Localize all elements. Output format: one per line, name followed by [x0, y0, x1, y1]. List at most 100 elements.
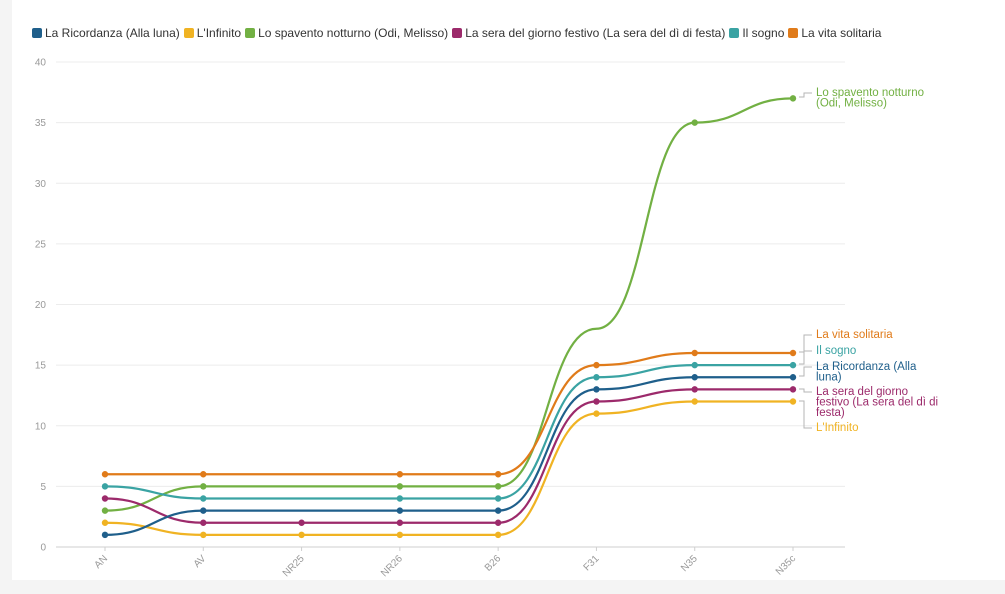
data-point[interactable] — [101, 519, 109, 526]
y-tick-label: 25 — [35, 239, 47, 250]
data-point[interactable] — [593, 361, 600, 369]
series-end-label: festivo (La sera del dì di — [816, 397, 938, 409]
series-line — [104, 376, 793, 536]
legend-swatch — [788, 28, 799, 38]
data-point[interactable] — [789, 95, 797, 102]
data-point[interactable] — [396, 531, 404, 539]
legend-item[interactable]: L'Infinito — [183, 26, 242, 40]
series-end-label: La vita solitaria — [816, 329, 893, 341]
data-point[interactable] — [593, 386, 600, 393]
legend-label: L'Infinito — [196, 26, 242, 40]
data-point[interactable] — [298, 519, 305, 526]
series-end-label: Lo spavento notturno — [816, 87, 924, 99]
data-point[interactable] — [298, 531, 305, 539]
legend-item[interactable]: La sera del giorno festivo (La sera del … — [452, 26, 725, 40]
data-point[interactable] — [691, 398, 698, 405]
label-connector — [799, 388, 812, 393]
series-end-label: La Ricordanza (Alla — [816, 361, 917, 373]
data-point[interactable] — [200, 483, 207, 490]
series-end-label: Il sogno — [816, 345, 856, 357]
legend-label: Lo spavento notturno (Odi, Melisso) — [258, 26, 449, 40]
data-point[interactable] — [789, 361, 797, 369]
y-tick-label: 10 — [35, 421, 47, 432]
data-point[interactable] — [396, 483, 404, 490]
legend-swatch — [183, 28, 194, 38]
data-point[interactable] — [789, 386, 797, 393]
data-point[interactable] — [200, 471, 207, 478]
data-point[interactable] — [396, 507, 404, 514]
data-point[interactable] — [101, 495, 109, 502]
data-point[interactable] — [200, 519, 207, 526]
data-point[interactable] — [691, 349, 698, 357]
series-line — [104, 364, 793, 500]
series-end-label: festa) — [816, 407, 845, 419]
data-point[interactable] — [200, 531, 207, 539]
legend-label: Il sogno — [742, 26, 785, 40]
data-point[interactable] — [396, 495, 404, 502]
data-point[interactable] — [789, 349, 797, 357]
legend-swatch — [452, 28, 463, 38]
data-point[interactable] — [494, 531, 502, 539]
x-tick-label: AV — [192, 553, 209, 570]
label-connector — [799, 350, 812, 365]
legend-item[interactable]: La vita solitaria — [788, 26, 881, 40]
legend-label: La sera del giorno festivo (La sera del … — [465, 26, 726, 40]
data-point[interactable] — [200, 495, 207, 502]
data-point[interactable] — [593, 374, 600, 381]
data-point[interactable] — [691, 119, 698, 126]
data-point[interactable] — [396, 519, 404, 526]
y-tick-label: 20 — [35, 300, 47, 311]
series-line — [105, 351, 793, 476]
y-tick-label: 15 — [35, 361, 47, 372]
legend-swatch — [245, 28, 256, 38]
legend-item[interactable]: Lo spavento notturno (Odi, Melisso) — [245, 26, 448, 40]
legend-label: La vita solitaria — [801, 26, 882, 40]
x-tick-label: NR25 — [281, 553, 307, 579]
data-point[interactable] — [101, 507, 109, 514]
data-point[interactable] — [789, 374, 797, 381]
x-tick-label: N35 — [679, 553, 700, 574]
data-point[interactable] — [691, 374, 698, 381]
y-tick-label: 0 — [40, 543, 46, 554]
x-tick-label: F31 — [582, 553, 602, 573]
x-tick-label: B26 — [483, 553, 504, 574]
data-point[interactable] — [494, 471, 502, 478]
series-end-label: L'Infinito — [816, 422, 858, 434]
data-point[interactable] — [396, 471, 404, 478]
legend: La Ricordanza (Alla luna) L'Infinito Lo sp… — [32, 26, 992, 40]
data-point[interactable] — [101, 471, 109, 478]
data-point[interactable] — [494, 495, 502, 502]
data-point[interactable] — [691, 386, 698, 393]
series-end-label: (Odi, Melisso) — [816, 98, 887, 110]
label-connector — [799, 92, 812, 98]
y-tick-label: 30 — [35, 179, 47, 190]
data-point[interactable] — [494, 507, 502, 514]
data-point[interactable] — [101, 483, 109, 490]
series-line — [104, 388, 793, 524]
data-point[interactable] — [691, 361, 698, 369]
data-point[interactable] — [494, 519, 502, 526]
data-point[interactable] — [789, 398, 797, 405]
series-line — [104, 400, 793, 536]
series-end-label: La sera del giorno — [816, 386, 908, 398]
legend-item[interactable]: Il sogno — [729, 26, 784, 40]
data-point[interactable] — [593, 410, 600, 417]
label-connector — [799, 334, 812, 353]
series-end-label: luna) — [816, 372, 842, 384]
label-connector — [799, 366, 812, 377]
y-tick-label: 35 — [35, 118, 47, 129]
x-tick-label: AN — [93, 553, 111, 571]
y-tick-label: 5 — [40, 482, 46, 493]
legend-label: La Ricordanza (Alla luna) — [45, 26, 180, 40]
legend-swatch — [32, 28, 42, 38]
data-point[interactable] — [101, 531, 109, 539]
data-point[interactable] — [494, 483, 502, 490]
data-point[interactable] — [200, 507, 207, 514]
label-connector — [799, 400, 812, 429]
y-tick-label: 40 — [35, 58, 47, 69]
legend-item[interactable]: La Ricordanza (Alla luna) — [32, 26, 180, 40]
legend-swatch — [729, 28, 740, 38]
x-tick-label: NR26 — [379, 553, 405, 579]
data-point[interactable] — [593, 398, 600, 405]
